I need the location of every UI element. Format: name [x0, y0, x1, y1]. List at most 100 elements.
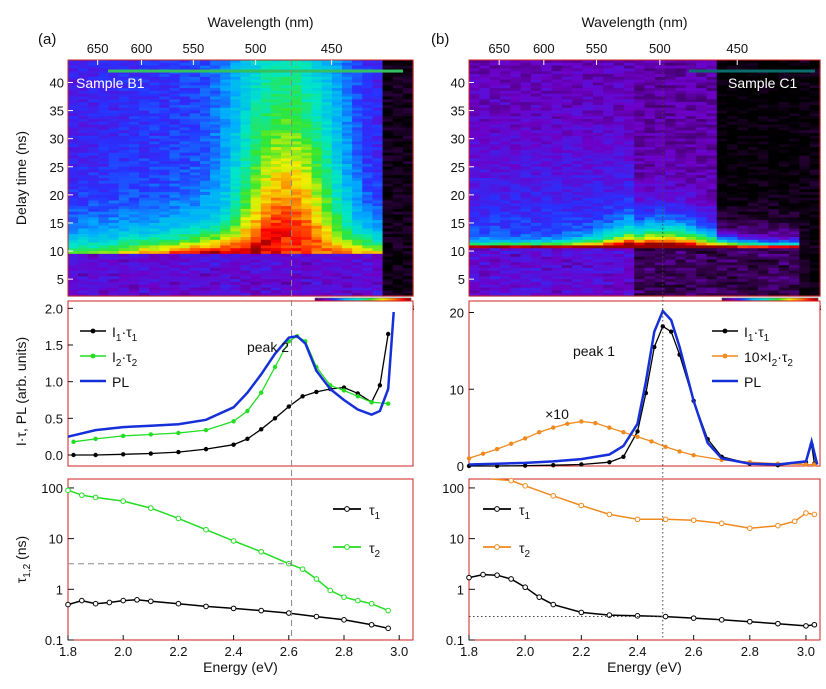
heatmap-cell — [68, 251, 79, 255]
heatmap-cell — [392, 172, 404, 176]
heatmap-cell — [479, 85, 491, 89]
heatmap-cell — [291, 206, 302, 210]
heatmap-cell — [118, 138, 130, 143]
heatmap-cell — [479, 127, 491, 131]
heatmap-cell — [768, 71, 780, 75]
spectrum-point — [314, 389, 319, 395]
heatmap-cell — [520, 217, 532, 221]
heatmap-cell — [510, 172, 522, 176]
heatmap-cell — [665, 127, 677, 131]
heatmap-cell — [613, 74, 625, 78]
heatmap-cell — [321, 88, 333, 92]
heatmap-cell — [118, 62, 130, 67]
heatmap-cell — [311, 281, 323, 286]
heatmap-cell — [789, 127, 800, 131]
heatmap-cell — [768, 85, 780, 89]
heatmap-cell — [541, 82, 553, 86]
heatmap-cell — [582, 107, 594, 112]
heatmap-cell — [685, 133, 697, 137]
heatmap-cell — [270, 284, 282, 289]
heatmap-cell — [644, 71, 656, 75]
heatmap-cell — [551, 208, 563, 213]
heatmap-cell — [199, 222, 211, 227]
heatmap-cell — [149, 147, 160, 151]
heatmap-cell — [210, 127, 221, 131]
heatmap-cell — [139, 82, 150, 86]
heatmap-cell — [352, 248, 363, 252]
heatmap-cell — [654, 163, 666, 168]
heatmap-cell — [392, 175, 404, 179]
heatmap-cell — [118, 206, 130, 210]
heatmap-cell — [623, 99, 635, 103]
heatmap-cell — [301, 116, 313, 120]
heatmap-cell — [250, 88, 262, 92]
heatmap-cell — [392, 135, 404, 140]
heatmap-cell — [78, 183, 89, 188]
delay-tick-label: 35 — [50, 104, 64, 119]
heatmap-cell — [644, 135, 656, 140]
heatmap-cell — [139, 133, 150, 137]
heatmap-cell — [520, 62, 532, 67]
heatmap-cell — [561, 149, 573, 154]
heatmap-cell — [189, 90, 201, 95]
heatmap-cell — [240, 237, 252, 241]
heatmap-cell — [737, 208, 749, 213]
heatmap-cell — [634, 214, 646, 218]
heatmap-cell — [108, 293, 120, 297]
heatmap-cell — [240, 60, 252, 64]
heatmap-cell — [382, 104, 394, 109]
heatmap-cell — [68, 76, 79, 81]
heatmap-cell — [301, 245, 313, 249]
heatmap-cell — [341, 231, 353, 235]
heatmap-cell — [644, 96, 656, 100]
heatmap-cell — [551, 183, 563, 188]
heatmap-cell — [311, 138, 323, 143]
heatmap-cell — [250, 144, 262, 148]
heatmap-cell — [291, 279, 302, 283]
heatmap-cell — [582, 149, 594, 154]
heatmap-cell — [603, 149, 615, 154]
heatmap-cell — [230, 90, 242, 95]
heatmap-cell — [665, 116, 677, 120]
heatmap-cell — [541, 166, 553, 171]
heatmap-cell — [88, 189, 100, 193]
heatmap-cell — [88, 197, 100, 202]
heatmap-cell — [561, 93, 573, 98]
heatmap-cell — [644, 124, 656, 129]
heatmap-cell — [199, 284, 211, 289]
heatmap-cell — [88, 200, 100, 204]
heatmap-cell — [623, 194, 635, 199]
heatmap-cell — [199, 256, 211, 261]
heatmap-cell — [654, 217, 666, 221]
heatmap-cell — [169, 141, 181, 145]
heatmap-cell — [613, 180, 625, 185]
heatmap-cell — [352, 124, 363, 129]
heatmap-cell — [402, 79, 414, 84]
heatmap-cell — [321, 265, 333, 269]
heatmap-cell — [479, 116, 491, 120]
heatmap-cell — [479, 152, 491, 157]
heatmap-cell — [362, 214, 374, 218]
heatmap-cell — [654, 214, 666, 218]
heatmap-cell — [489, 180, 501, 185]
heatmap-cell — [727, 172, 739, 176]
heatmap-cell — [634, 65, 646, 70]
heatmap-cell — [189, 192, 201, 196]
heatmap-cell — [768, 135, 780, 140]
heatmap-cell — [572, 113, 584, 117]
heatmap-cell — [499, 130, 511, 134]
heatmap-cell — [696, 163, 708, 168]
heatmap-cell — [789, 194, 800, 199]
heatmap-cell — [118, 256, 130, 261]
heatmap-cell — [603, 113, 615, 117]
heatmap-cell — [159, 110, 171, 114]
heatmap-cell — [551, 169, 563, 173]
heatmap-cell — [321, 251, 333, 255]
heatmap-cell — [169, 85, 181, 89]
heatmap-cell — [331, 74, 343, 78]
heatmap-cell — [623, 206, 635, 210]
heatmap-cell — [706, 172, 718, 176]
heatmap-cell — [260, 127, 272, 131]
heatmap-cell — [706, 76, 718, 81]
heatmap-cell — [352, 113, 363, 117]
